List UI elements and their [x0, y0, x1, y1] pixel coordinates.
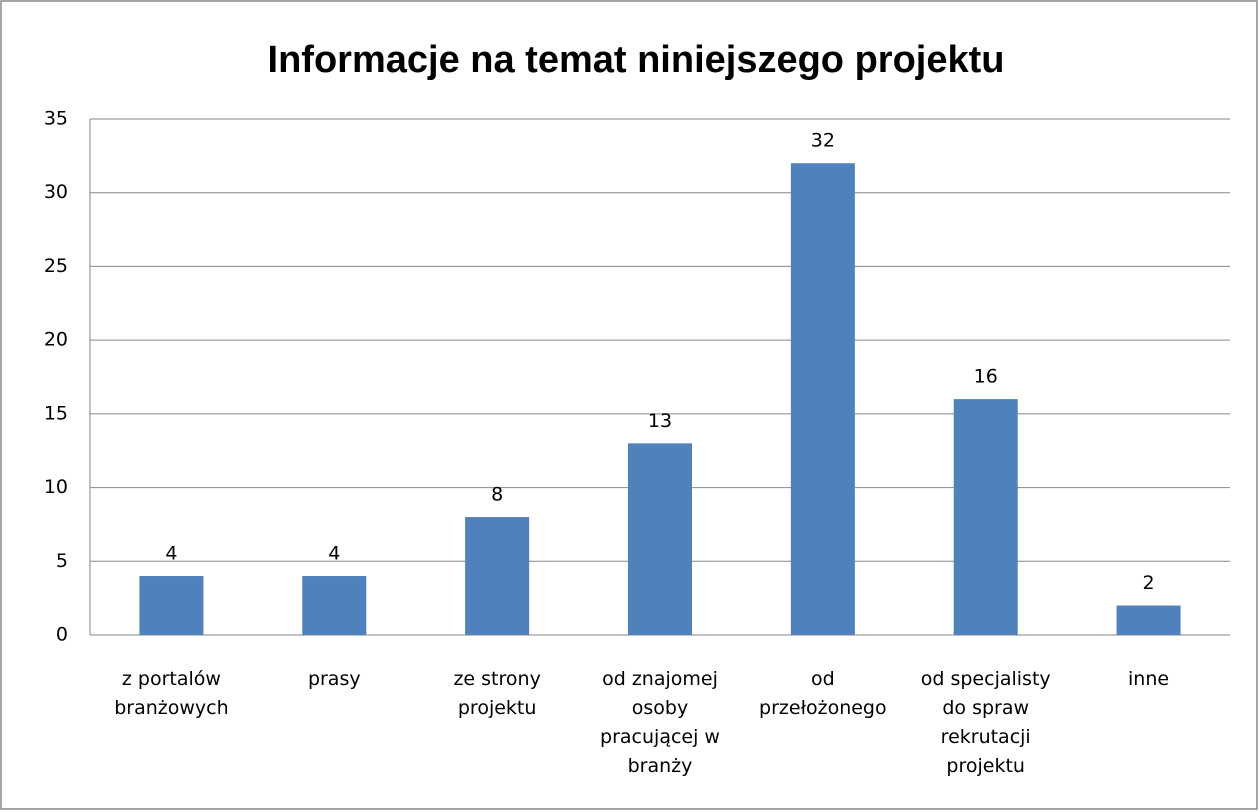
data-label: 16	[974, 366, 998, 388]
x-tick-label: prasy	[307, 668, 361, 690]
x-tick-label: od przełożonego	[759, 668, 887, 719]
bar	[628, 443, 692, 635]
y-tick-label: 0	[56, 624, 68, 646]
bar	[465, 517, 530, 635]
x-tick-label: z portalów branżowych	[114, 668, 229, 719]
y-tick-label: 35	[44, 108, 68, 130]
x-tick-label: od specjalisty do spraw rekrutacji proje…	[920, 668, 1051, 777]
bar	[302, 576, 367, 635]
data-label: 4	[328, 543, 340, 565]
data-label: 4	[165, 543, 177, 565]
data-label: 8	[491, 484, 503, 506]
y-tick-label: 25	[44, 255, 68, 277]
x-tick-label: od znajomej osoby pracującej w branży	[600, 668, 720, 777]
y-tick-label: 30	[44, 181, 68, 203]
y-tick-label: 15	[44, 402, 68, 424]
chart-title: Informacje na temat niniejszego projektu	[268, 39, 1005, 81]
y-tick-label: 5	[56, 550, 68, 572]
data-label: 2	[1143, 572, 1155, 594]
x-tick-label: inne	[1128, 668, 1170, 690]
bar	[790, 163, 855, 635]
data-label: 32	[811, 130, 835, 152]
x-tick-label: ze strony projektu	[453, 668, 541, 719]
data-label: 13	[648, 410, 672, 432]
bar	[953, 399, 1018, 635]
y-tick-label: 10	[44, 476, 68, 498]
bar	[139, 576, 204, 635]
bar	[1116, 605, 1181, 635]
y-tick-label: 20	[44, 329, 68, 351]
